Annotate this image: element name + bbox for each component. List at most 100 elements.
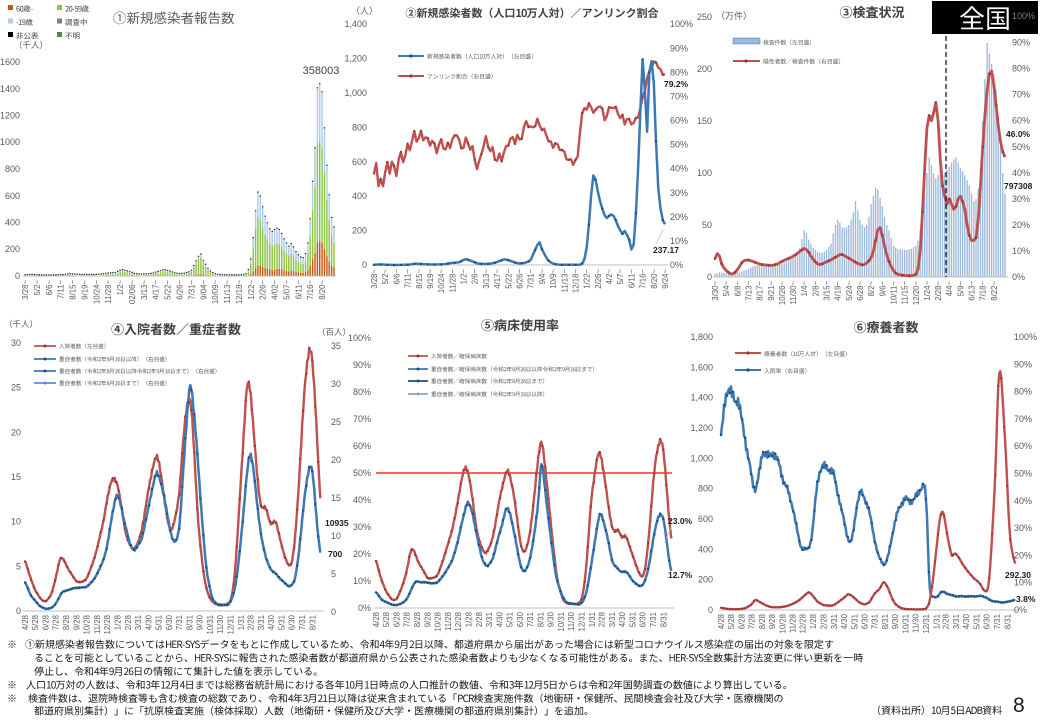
svg-text:30%: 30% — [353, 522, 371, 532]
svg-text:11/30: 11/30 — [912, 613, 921, 633]
svg-text:10/31: 10/31 — [206, 615, 215, 635]
svg-text:70%: 70% — [353, 414, 371, 424]
svg-text:7/28: 7/28 — [403, 612, 412, 627]
svg-text:6/26~: 6/26~ — [516, 269, 525, 289]
svg-text:8/15~: 8/15~ — [69, 280, 78, 300]
svg-text:4/30: 4/30 — [144, 614, 153, 630]
svg-text:3/31: 3/31 — [952, 614, 961, 629]
svg-text:80%: 80% — [353, 387, 371, 397]
svg-text:7/31: 7/31 — [871, 614, 880, 629]
svg-text:10%: 10% — [1014, 578, 1032, 588]
svg-text:5/28: 5/28 — [382, 612, 391, 627]
svg-text:2/6~: 2/6~ — [471, 269, 480, 285]
svg-text:25: 25 — [331, 417, 341, 427]
svg-text:4/28: 4/28 — [372, 612, 381, 627]
svg-text:2/28: 2/28 — [597, 612, 606, 627]
svg-text:20%: 20% — [670, 212, 688, 222]
svg-text:9/30: 9/30 — [196, 614, 205, 630]
svg-text:0%: 0% — [1014, 605, 1027, 615]
svg-text:50%: 50% — [353, 468, 371, 478]
svg-text:3/30~: 3/30~ — [711, 281, 720, 301]
svg-text:0%: 0% — [358, 603, 371, 613]
svg-text:4/30: 4/30 — [495, 611, 504, 627]
svg-text:4/30: 4/30 — [267, 614, 276, 630]
svg-text:292.30: 292.30 — [1005, 570, 1031, 580]
svg-text:3/28~: 3/28~ — [370, 269, 379, 289]
svg-text:11/30: 11/30 — [567, 611, 576, 631]
svg-text:11/28: 11/28 — [93, 615, 102, 634]
svg-text:11/28: 11/28 — [444, 612, 453, 631]
svg-text:0: 0 — [362, 260, 367, 270]
svg-text:8/2~: 8/2~ — [867, 281, 876, 297]
svg-text:2/26~: 2/26~ — [259, 280, 268, 300]
svg-text:4/30: 4/30 — [840, 613, 849, 629]
svg-text:1/4~: 1/4~ — [800, 281, 809, 297]
svg-text:5/2~: 5/2~ — [381, 269, 390, 285]
svg-text:80%: 80% — [1014, 387, 1032, 397]
svg-text:4/17~: 4/17~ — [493, 269, 502, 289]
svg-text:8/22~: 8/22~ — [990, 281, 999, 301]
svg-text:5/2~: 5/2~ — [33, 280, 42, 296]
svg-text:1/24~: 1/24~ — [923, 281, 932, 301]
svg-text:3/31: 3/31 — [134, 615, 143, 630]
svg-text:8/15~: 8/15~ — [415, 269, 424, 289]
svg-text:1/31: 1/31 — [932, 614, 941, 629]
svg-text:5/31: 5/31 — [973, 614, 982, 629]
svg-text:70%: 70% — [1014, 414, 1032, 424]
svg-text:6/6~: 6/6~ — [45, 280, 54, 296]
svg-text:2/26~: 2/26~ — [594, 269, 603, 289]
svg-text:20: 20 — [331, 455, 341, 465]
svg-text:10%: 10% — [1012, 246, 1030, 256]
svg-text:0%: 0% — [1012, 272, 1025, 282]
svg-text:30: 30 — [331, 379, 341, 389]
svg-text:60%: 60% — [1012, 116, 1030, 126]
svg-text:8/28: 8/28 — [413, 612, 422, 627]
svg-text:1600: 1600 — [0, 57, 20, 67]
svg-text:5/28: 5/28 — [31, 615, 40, 630]
svg-text:100%: 100% — [1012, 11, 1035, 21]
svg-text:100%: 100% — [348, 333, 371, 343]
svg-text:4/19~: 4/19~ — [834, 281, 843, 301]
svg-text:50%: 50% — [1014, 469, 1032, 479]
svg-text:3/31: 3/31 — [257, 615, 266, 630]
svg-text:700: 700 — [328, 549, 342, 559]
svg-text:800: 800 — [5, 164, 20, 174]
svg-text:7/31: 7/31 — [993, 614, 1002, 629]
svg-text:8/31: 8/31 — [308, 615, 317, 630]
svg-text:30%: 30% — [1014, 523, 1032, 533]
svg-text:8/28: 8/28 — [758, 614, 767, 629]
svg-text:6/28: 6/28 — [393, 612, 402, 627]
svg-text:2/28: 2/28 — [475, 612, 484, 627]
svg-text:60%: 60% — [1014, 441, 1032, 451]
svg-text:3/31: 3/31 — [485, 612, 494, 627]
svg-text:7/31: 7/31 — [298, 615, 307, 630]
svg-text:3.8%: 3.8% — [1016, 594, 1036, 604]
svg-text:7/16~: 7/16~ — [306, 280, 315, 300]
svg-text:12/28: 12/28 — [799, 614, 808, 634]
svg-text:35: 35 — [331, 341, 341, 351]
svg-text:5/31: 5/31 — [277, 615, 286, 630]
svg-text:50%: 50% — [670, 140, 688, 150]
svg-text:50%: 50% — [1012, 142, 1030, 152]
svg-text:9/4~: 9/4~ — [538, 269, 547, 285]
svg-text:250: 250 — [697, 12, 712, 22]
svg-text:1400: 1400 — [0, 84, 20, 94]
svg-text:30: 30 — [11, 338, 21, 348]
svg-text:4/28: 4/28 — [717, 614, 726, 629]
svg-text:40%: 40% — [1014, 496, 1032, 506]
svg-text:30%: 30% — [670, 188, 688, 198]
svg-text:10/09~: 10/09~ — [211, 280, 220, 305]
svg-text:8/20~: 8/20~ — [318, 280, 327, 300]
svg-text:6/30: 6/30 — [165, 614, 174, 630]
svg-text:12.7%: 12.7% — [668, 570, 693, 580]
svg-text:2/28: 2/28 — [124, 615, 133, 630]
svg-text:5: 5 — [331, 569, 336, 579]
svg-text:7/16~: 7/16~ — [639, 269, 648, 289]
svg-text:10/24~: 10/24~ — [92, 280, 101, 305]
svg-text:1/28: 1/28 — [809, 614, 818, 629]
svg-text:6/26~: 6/26~ — [176, 280, 185, 300]
svg-text:10/9~: 10/9~ — [549, 269, 558, 289]
svg-text:600: 600 — [5, 191, 20, 201]
svg-text:8/31: 8/31 — [659, 612, 668, 627]
svg-text:800: 800 — [352, 122, 367, 132]
